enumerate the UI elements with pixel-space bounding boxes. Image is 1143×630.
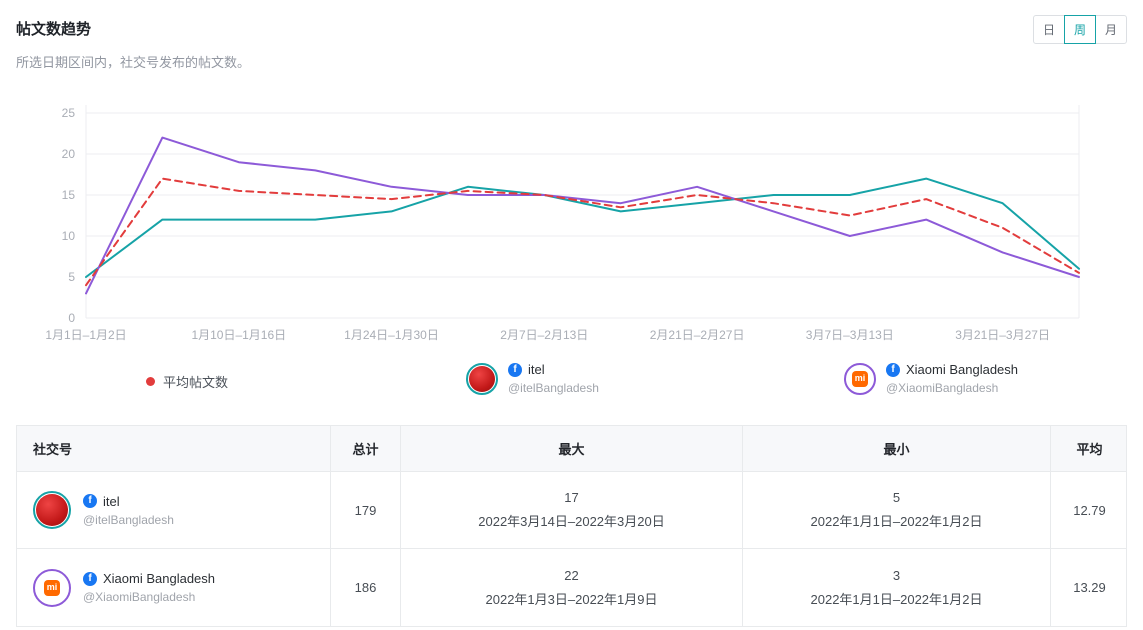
avg-cell: 12.79 (1073, 502, 1106, 518)
account-handle: @itelBangladesh (83, 512, 174, 527)
max-cell: 17 2022年3月14日–2022年3月20日 (401, 472, 743, 548)
x-tick-label: 1月1日–1月2日 (45, 328, 126, 342)
xiaomi-logo-icon: mi (44, 579, 60, 596)
page-subtitle: 所选日期区间内，社交号发布的帖文数。 (16, 55, 251, 70)
account-cell: mi f Xiaomi Bangladesh @XiaomiBangladesh (17, 549, 331, 626)
facebook-icon: f (508, 362, 522, 377)
xiaomi-avatar: mi (844, 362, 876, 395)
max-cell: 22 2022年1月3日–2022年1月9日 (401, 549, 743, 626)
account-handle: @itelBangladesh (508, 381, 599, 395)
account-handle: @XiaomiBangladesh (83, 590, 196, 604)
table-row: f itel @itelBangladesh 179 17 2022年3月14日… (17, 472, 1126, 549)
column-header-avg: 平均 (1076, 442, 1103, 457)
y-tick-label: 10 (62, 229, 76, 243)
x-tick-label: 3月7日–3月13日 (806, 328, 894, 342)
account-handle: @XiaomiBangladesh (886, 381, 999, 395)
min-value: 3 (892, 567, 901, 583)
table-row: mi f Xiaomi Bangladesh @XiaomiBangladesh… (17, 549, 1126, 626)
table-header-row: 社交号 总计 最大 最小 平均 (17, 426, 1126, 472)
legend-item-xiaomi[interactable]: mi f Xiaomi Bangladesh @XiaomiBangladesh (844, 362, 1018, 395)
average-series-label: 平均帖文数 (163, 375, 229, 390)
series-line (85, 177, 1080, 287)
itel-logo-icon (469, 365, 495, 392)
max-value: 17 (564, 490, 579, 505)
max-date-range: 2022年3月14日–2022年3月20日 (478, 514, 665, 529)
xiaomi-logo-icon: mi (852, 370, 868, 387)
y-tick-label: 15 (62, 188, 76, 202)
column-header-min: 最小 (743, 426, 1051, 471)
total-cell: 179 (331, 472, 401, 548)
granularity-toggle: 日 周 月 (1033, 15, 1127, 44)
min-cell: 5 2022年1月1日–2022年1月2日 (743, 472, 1051, 548)
max-value: 22 (564, 567, 579, 583)
min-date-range: 2022年1月1日–2022年1月2日 (810, 591, 983, 607)
account-name: itel (103, 493, 120, 509)
facebook-icon: f (83, 494, 97, 508)
granularity-week-button[interactable]: 周 (1064, 15, 1096, 44)
itel-avatar (33, 491, 71, 529)
min-date-range: 2022年1月1日–2022年1月2日 (810, 514, 983, 529)
total-cell: 186 (331, 549, 401, 626)
accounts-stats-table: 社交号 总计 最大 最小 平均 f itel @itelBangladesh 1… (16, 425, 1127, 627)
max-date-range: 2022年1月3日–2022年1月9日 (485, 591, 658, 607)
granularity-day-button[interactable]: 日 (1033, 15, 1065, 44)
avg-cell: 13.29 (1073, 580, 1106, 595)
average-series-dot-icon (146, 377, 155, 386)
account-cell: f itel @itelBangladesh (17, 472, 331, 548)
x-tick-label: 1月24日–1月30日 (344, 328, 439, 342)
y-tick-label: 0 (68, 311, 75, 325)
x-tick-label: 3月21日–3月27日 (955, 328, 1050, 342)
page-title: 帖文数趋势 (16, 21, 92, 38)
y-tick-label: 5 (68, 270, 75, 284)
x-tick-label: 2月21日–2月27日 (650, 328, 745, 342)
trend-line-chart: 0 5 10 15 20 25 1月1日–1月2日 1月10日–1月16日 1月24日–1月30… (45, 105, 1080, 342)
x-tick-label: 2月7日–2月13日 (500, 328, 588, 342)
column-header-max: 最大 (401, 426, 743, 471)
itel-logo-icon (36, 494, 68, 526)
min-value: 5 (892, 490, 901, 505)
xiaomi-avatar: mi (33, 568, 71, 607)
min-cell: 3 2022年1月1日–2022年1月2日 (743, 549, 1051, 626)
account-name: Xiaomi Bangladesh (906, 362, 1019, 377)
column-header-account: 社交号 (17, 426, 331, 471)
account-name: itel (528, 362, 545, 377)
y-tick-label: 20 (62, 147, 76, 161)
legend-item-average[interactable]: 平均帖文数 (146, 372, 228, 391)
facebook-icon: f (83, 571, 97, 586)
y-tick-label: 25 (62, 106, 76, 120)
series-line (85, 177, 1080, 278)
series-line (85, 136, 1080, 295)
account-name: Xiaomi Bangladesh (103, 571, 216, 586)
facebook-icon: f (886, 362, 900, 377)
itel-avatar (466, 362, 498, 395)
column-header-total: 总计 (331, 426, 401, 471)
granularity-month-button[interactable]: 月 (1095, 15, 1127, 44)
legend-item-itel[interactable]: f itel @itelBangladesh (466, 362, 599, 395)
x-tick-label: 1月10日–1月16日 (191, 328, 286, 342)
